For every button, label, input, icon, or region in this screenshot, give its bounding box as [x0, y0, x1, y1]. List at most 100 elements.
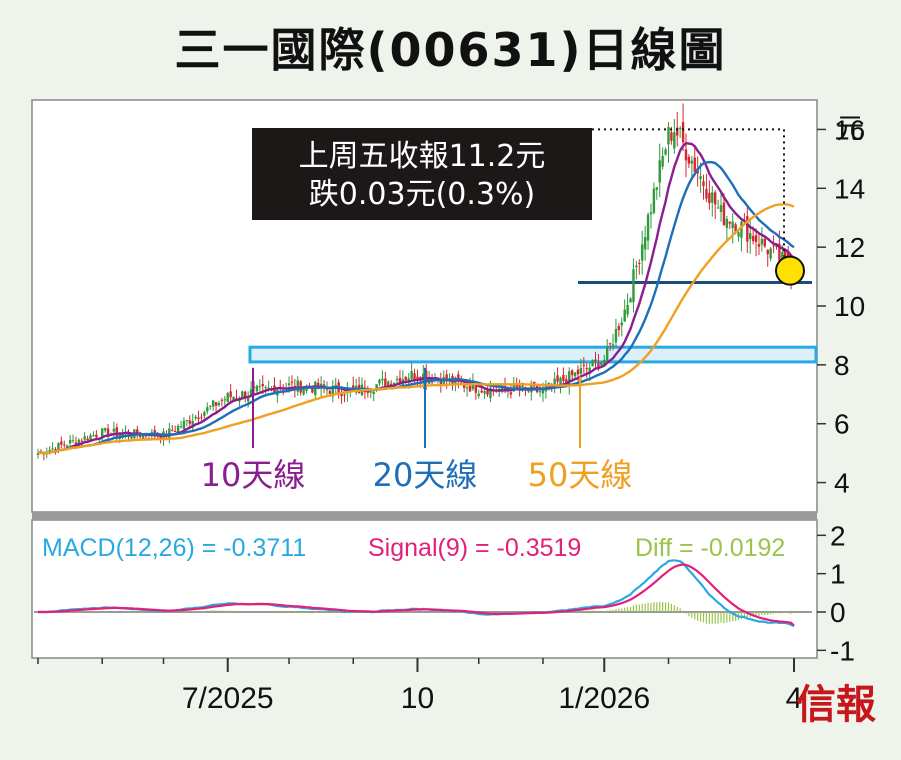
candle-body [629, 298, 632, 303]
candle-body [652, 188, 656, 213]
candle-body [425, 370, 428, 382]
candle-body [568, 371, 571, 387]
candle-body [603, 359, 606, 366]
candle-body [211, 400, 215, 407]
candle-body [115, 427, 119, 437]
candle-body [538, 391, 542, 393]
candle-body [63, 444, 66, 446]
candle-body [241, 391, 244, 398]
candle-body [74, 442, 78, 445]
candle-body [398, 378, 402, 384]
macd-panel [31, 519, 818, 659]
candle-body [585, 368, 588, 370]
candle-body [378, 379, 381, 384]
candle-body [384, 378, 387, 387]
candle-body [290, 381, 294, 383]
candle-body [570, 370, 574, 376]
candle-body [608, 343, 612, 345]
candle-body [188, 420, 191, 424]
price-unit-label: 元 [836, 112, 864, 145]
candle-body [54, 449, 57, 452]
candle-body [410, 371, 413, 379]
candle-body [678, 128, 682, 130]
candle-body [328, 391, 332, 394]
candle-body [68, 440, 72, 444]
candle-body [521, 385, 524, 388]
candle-body [95, 434, 98, 438]
candle-body [719, 205, 723, 212]
macd-tick-label: 0 [830, 597, 846, 628]
candle-body [489, 387, 492, 398]
candle-body [559, 377, 562, 385]
candle-body [77, 439, 81, 447]
candle-body [445, 374, 448, 382]
candle-body [617, 326, 621, 330]
candle-body [381, 378, 384, 381]
candle-body [626, 305, 629, 315]
candle-body [439, 378, 443, 386]
resistance-band [248, 345, 818, 364]
candle-body [591, 360, 594, 367]
candle-body [235, 398, 238, 400]
candle-body [203, 411, 206, 416]
candle-body [468, 385, 472, 392]
candle-body [89, 435, 92, 441]
candle-body [474, 384, 478, 393]
candle-body [182, 420, 186, 429]
panel-divider [32, 512, 817, 520]
candle-body [687, 156, 691, 164]
candle-body [573, 372, 577, 377]
candle-body [597, 363, 600, 369]
candle-body [565, 379, 568, 385]
x-tick-label: 4 [786, 682, 803, 715]
candle-body [413, 373, 416, 379]
x-tick-label: 7/2025 [182, 682, 274, 715]
candle-body [185, 420, 189, 422]
price-tick-label: 6 [834, 409, 850, 440]
candle-body [220, 399, 224, 401]
candle-body [766, 249, 769, 255]
candle-body [582, 364, 586, 367]
candle-body [258, 385, 262, 387]
candle-body [331, 385, 335, 397]
macd-tick-label: -1 [830, 635, 855, 666]
candle-body [734, 224, 737, 232]
candle-body [106, 428, 110, 437]
candle-body [670, 132, 673, 141]
candle-body [649, 212, 653, 215]
candle-body [197, 417, 200, 419]
candle-body [372, 391, 375, 394]
price-tick-label: 14 [834, 173, 865, 204]
candle-body [130, 437, 133, 439]
price-tick-label: 16 [834, 114, 865, 145]
peak-leader [592, 128, 785, 257]
macd-legend: MACD(12,26) = -0.3711 [42, 534, 306, 562]
candle-body [246, 396, 250, 402]
candle-body [226, 393, 229, 403]
candle-body [784, 251, 787, 258]
candle-body [588, 367, 591, 373]
candle-body [200, 416, 203, 418]
signal-legend: Signal(9) = -0.3519 [368, 534, 581, 562]
candle-body [296, 380, 299, 392]
candle-body [80, 440, 83, 442]
candle-body [121, 433, 124, 437]
candle-body [460, 381, 463, 383]
annotation-box [252, 128, 592, 220]
candle-body [352, 385, 355, 390]
candle-body [101, 428, 104, 438]
candle-body [556, 375, 559, 382]
price-tick-label: 10 [834, 291, 865, 322]
candle-body [775, 245, 778, 247]
candle-body [267, 387, 270, 389]
ma50-line [37, 202, 795, 455]
candle-body [702, 181, 705, 187]
candle-body [594, 359, 597, 361]
candle-body [311, 386, 314, 393]
candle-body [623, 309, 626, 322]
candle-body [302, 388, 305, 395]
candle-body [676, 127, 679, 136]
candle-body [191, 420, 194, 427]
candle-body [757, 244, 761, 247]
